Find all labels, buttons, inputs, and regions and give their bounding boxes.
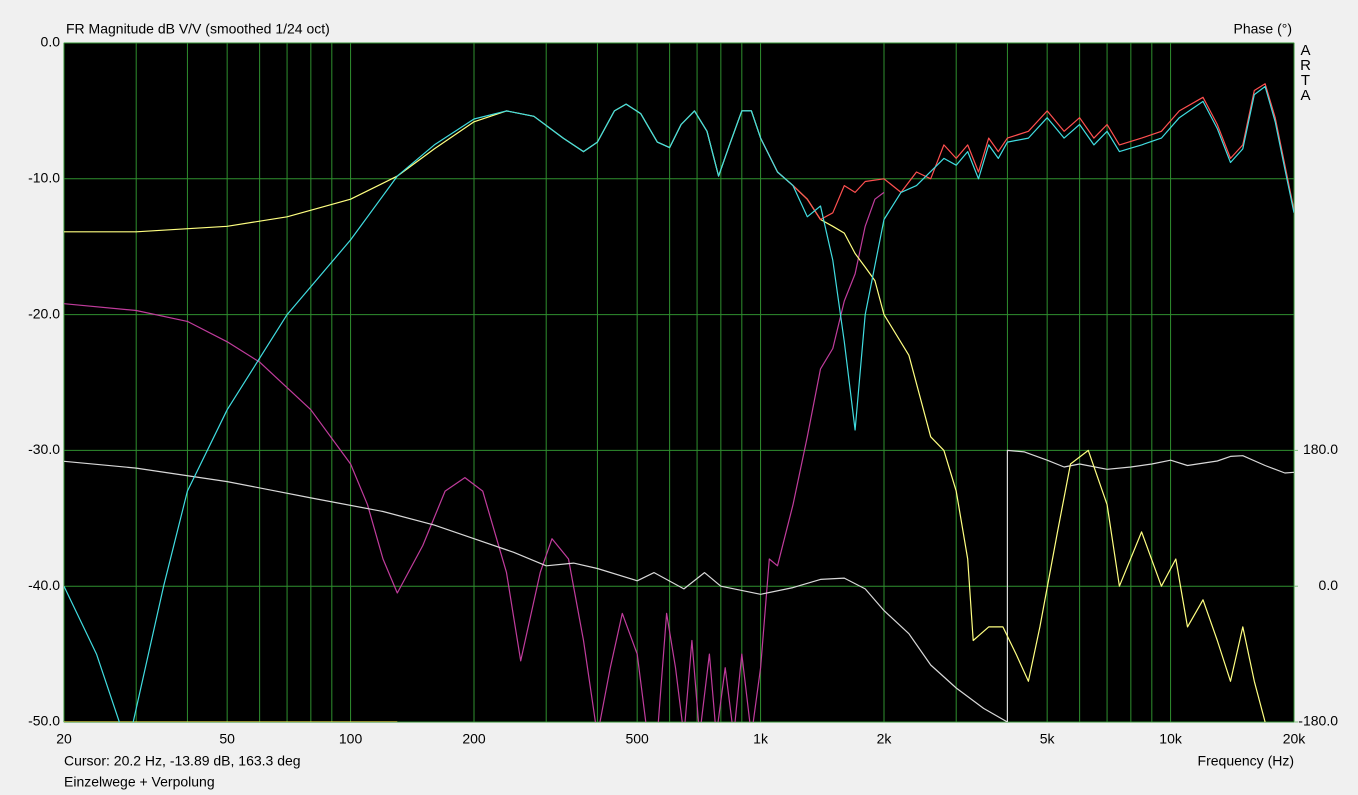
chart-title: FR Magnitude dB V/V (smoothed 1/24 oct) bbox=[66, 21, 330, 37]
y-tick-label: 0.0 bbox=[41, 34, 61, 50]
y-tick-label: -40.0 bbox=[28, 577, 60, 593]
y2-tick-label: -180.0 bbox=[1298, 713, 1338, 729]
curves bbox=[64, 83, 1294, 722]
series-line bbox=[64, 85, 1294, 722]
cursor-readout: Cursor: 20.2 Hz, -13.89 dB, 163.3 deg bbox=[64, 753, 301, 769]
y2-axis-label: Phase (°) bbox=[1233, 21, 1292, 37]
y2-tick-label: 180.0 bbox=[1303, 441, 1338, 457]
x-tick-label: 50 bbox=[219, 731, 235, 747]
series-line bbox=[64, 449, 1294, 722]
y-tick-label: -50.0 bbox=[28, 713, 60, 729]
y-tick-label: -20.0 bbox=[28, 305, 60, 321]
x-axis-label: Frequency (Hz) bbox=[1198, 753, 1294, 769]
series-line bbox=[64, 191, 885, 722]
y-tick-label: -30.0 bbox=[28, 441, 60, 457]
y2-tick-label: 0.0 bbox=[1319, 577, 1339, 593]
note: Einzelwege + Verpolung bbox=[64, 774, 215, 790]
plot-area bbox=[63, 42, 1295, 723]
x-tick-label: 100 bbox=[339, 731, 363, 747]
x-tick-label: 10k bbox=[1159, 731, 1183, 747]
x-tick-label: 200 bbox=[462, 731, 486, 747]
x-tick-label: 20k bbox=[1283, 731, 1307, 747]
x-tick-label: 1k bbox=[753, 731, 769, 747]
x-tick-label: 20 bbox=[56, 731, 72, 747]
x-tick-label: 2k bbox=[877, 731, 893, 747]
brand: ARTA bbox=[1297, 42, 1314, 102]
y-tick-label: -10.0 bbox=[28, 170, 60, 186]
x-tick-label: 5k bbox=[1040, 731, 1056, 747]
x-tick-label: 500 bbox=[625, 731, 649, 747]
series-line bbox=[760, 83, 1294, 221]
